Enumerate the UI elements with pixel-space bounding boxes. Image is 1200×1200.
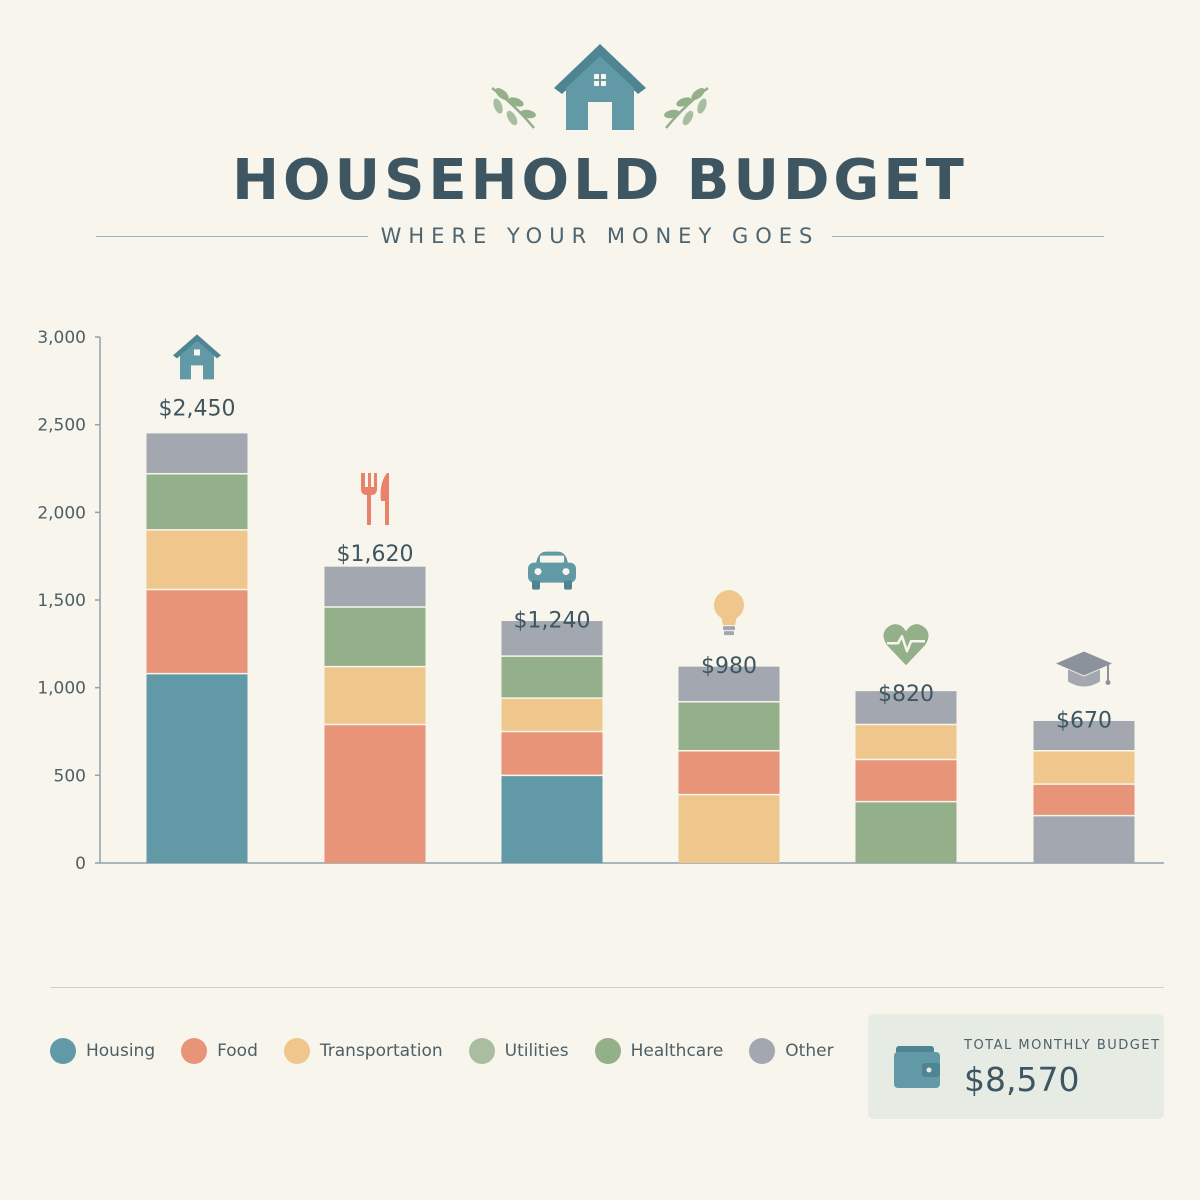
bar-value-label: $1,620 <box>337 542 414 567</box>
bar-segment-other <box>146 433 248 474</box>
wallet-icon <box>894 1046 940 1088</box>
bar-segment-housing <box>146 673 248 863</box>
leaf-sprig-icon <box>491 86 536 129</box>
page-title: HOUSEHOLD BUDGET <box>232 148 968 213</box>
graduation-cap-icon <box>1056 651 1112 687</box>
heart-pulse-icon <box>883 624 929 666</box>
bar-segment-transportation <box>324 666 426 725</box>
legend-item: Food <box>181 1038 258 1064</box>
bar-segment-other <box>1033 815 1135 863</box>
legend-label: Other <box>785 1041 834 1061</box>
title-rule-right <box>832 236 1104 237</box>
bar-value-label: $820 <box>878 682 934 707</box>
bar-value-label: $1,240 <box>514 609 591 634</box>
bar-value-label: $980 <box>701 654 757 679</box>
legend-item: Healthcare <box>594 1038 724 1064</box>
y-tick-label: 3,000 <box>37 328 86 348</box>
car-icon <box>528 551 576 590</box>
bar-segment-other <box>678 666 780 702</box>
legend-item: Other <box>749 1038 834 1064</box>
bar-value-label: $670 <box>1056 709 1112 734</box>
legend-swatch <box>50 1038 76 1064</box>
bar-segment-food <box>678 750 780 795</box>
chart-legend: Housing Food Transportation Utilities Health… <box>50 1036 860 1066</box>
bar-segment-food <box>146 589 248 674</box>
bar-value-label: $2,450 <box>159 396 236 421</box>
legend-label: Healthcare <box>630 1041 724 1061</box>
bar-segment-other <box>324 566 426 608</box>
legend-divider <box>50 987 1164 988</box>
legend-label: Utilities <box>504 1041 569 1061</box>
legend-swatch <box>749 1038 776 1064</box>
bar-segment-food <box>855 759 957 802</box>
house-icon <box>554 44 646 130</box>
legend-label: Transportation <box>319 1041 443 1061</box>
bar-segment-healthcare <box>678 701 780 751</box>
bar-segment-other <box>1033 720 1135 751</box>
leaf-sprig-icon <box>664 86 709 129</box>
y-tick-label: 1,500 <box>37 591 86 611</box>
legend-label: Housing <box>86 1041 156 1061</box>
bar-segment-other <box>501 621 603 657</box>
y-tick-label: 0 <box>75 854 86 874</box>
bar-segment-transportation <box>501 698 603 732</box>
fork-knife-icon <box>361 472 389 525</box>
legend-swatch <box>181 1038 208 1064</box>
bar-segment-other <box>855 691 957 725</box>
bar-segment-transportation <box>1033 750 1135 785</box>
y-tick-label: 2,500 <box>37 416 86 436</box>
page-subtitle: WHERE YOUR MONEY GOES <box>380 224 820 248</box>
total-budget-label: TOTAL MONTHLY BUDGET <box>964 1038 1161 1053</box>
bar-segment-food <box>501 731 603 776</box>
legend-swatch <box>468 1038 495 1064</box>
bar-segment-transportation <box>855 724 957 760</box>
bar-segment-healthcare <box>146 473 248 530</box>
y-tick-label: 1,000 <box>37 679 86 699</box>
lightbulb-icon <box>714 590 744 636</box>
legend-item: Transportation <box>283 1038 443 1064</box>
legend-item: Utilities <box>468 1038 569 1064</box>
budget-bar-chart: 05001,0001,5002,0002,5003,000$2,450Housi… <box>37 328 1164 874</box>
house-icon <box>173 334 221 380</box>
legend-item: Housing <box>50 1038 155 1064</box>
header: HOUSEHOLD BUDGET WHERE YOUR MONEY GOES <box>0 0 1200 260</box>
bar-segment-food <box>1033 784 1135 816</box>
total-budget-value: $8,570 <box>964 1060 1080 1099</box>
bar-segment-transportation <box>146 529 248 590</box>
legend-swatch <box>283 1038 310 1064</box>
y-tick-label: 2,000 <box>37 503 86 523</box>
total-budget-card: TOTAL MONTHLY BUDGET $8,570 <box>868 1014 1164 1119</box>
bar-segment-food <box>324 724 426 863</box>
bar-segment-healthcare <box>501 656 603 699</box>
bar-segment-healthcare <box>324 607 426 667</box>
bar-segment-healthcare <box>855 801 957 863</box>
legend-swatch <box>594 1038 621 1064</box>
title-rule-left <box>96 236 368 237</box>
bar-segment-transportation <box>678 794 780 863</box>
bar-segment-housing <box>501 775 603 863</box>
legend-label: Food <box>217 1041 258 1061</box>
y-tick-label: 500 <box>54 766 86 786</box>
